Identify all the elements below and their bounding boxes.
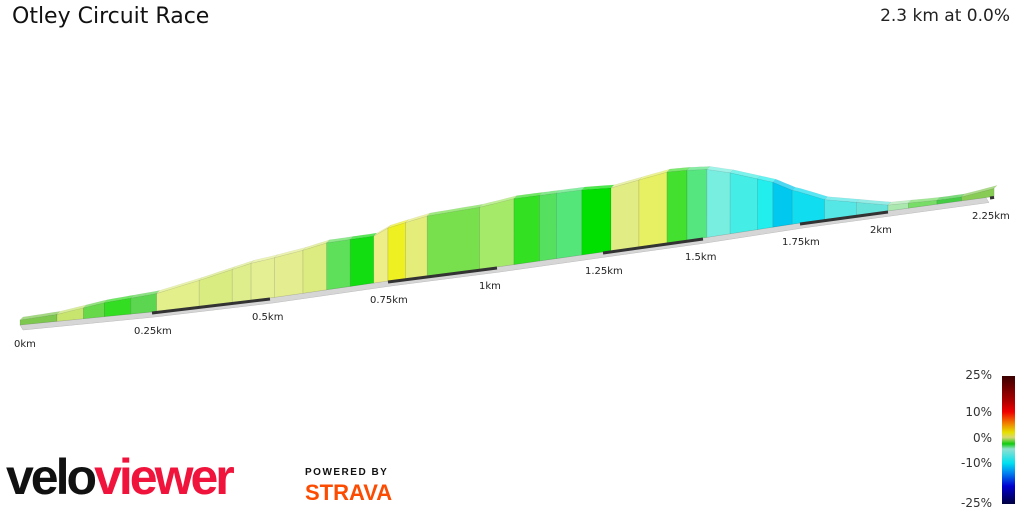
gradient-segment	[302, 242, 327, 294]
segment-top-face	[686, 166, 711, 171]
gradient-segment	[250, 257, 276, 301]
legend-label: 10%	[965, 405, 992, 419]
gradient-segment	[426, 206, 480, 277]
gradient-segment	[729, 172, 758, 235]
gradient-segment	[513, 195, 540, 265]
page-title: Otley Circuit Race	[12, 4, 210, 29]
gradient-segment	[349, 235, 375, 287]
x-tick-label: 0.25km	[134, 326, 172, 337]
legend-label: 25%	[965, 368, 992, 382]
route-summary: 2.3 km at 0.0%	[880, 6, 1010, 26]
gradient-segment	[706, 169, 731, 238]
gradient-segment	[104, 297, 132, 318]
gradient-segment	[326, 239, 351, 291]
gradient-segment	[610, 179, 640, 252]
gradient-color-scale	[1002, 376, 1015, 504]
gradient-segment	[556, 189, 583, 259]
x-tick-label: 1.75km	[782, 237, 820, 248]
gradient-segment	[756, 178, 774, 230]
gradient-segment	[638, 171, 668, 248]
x-tick-label: 0.75km	[370, 295, 408, 306]
x-tick-label: 1.25km	[585, 266, 623, 277]
x-tick-label: 0km	[14, 339, 36, 350]
x-tick-label: 2.25km	[972, 211, 1010, 222]
gradient-segment	[581, 187, 612, 256]
gradient-segment	[405, 215, 428, 280]
gradient-segment	[686, 169, 708, 241]
distance-marker-bar	[387, 266, 498, 284]
distance-marker-bar	[602, 237, 704, 255]
gradient-segment	[231, 262, 252, 303]
x-tick-label: 1.5km	[685, 252, 716, 263]
strava-logo[interactable]: STRAVA	[305, 480, 393, 505]
x-tick-label: 0.5km	[252, 312, 283, 323]
legend-label: -10%	[960, 456, 992, 470]
legend-label: 0%	[972, 431, 992, 445]
distance-marker-bar	[799, 210, 889, 226]
x-tick-label: 2km	[870, 225, 892, 236]
distance-marker-bar	[151, 297, 271, 315]
gradient-segment	[274, 249, 304, 298]
gradient-legend: 25% 10% 0% -10% -25%	[960, 368, 1024, 512]
veloviewer-logo[interactable]: veloviewer	[6, 449, 235, 505]
gradient-segment	[479, 198, 515, 270]
elevation-profile-chart: 0km 0.25km 0.5km 0.75km 1km 1.25km 1.5km 1.75km…	[14, 166, 1010, 350]
legend-label: -25%	[960, 496, 992, 510]
gradient-segment	[666, 169, 688, 244]
powered-by-label: POWERED BY	[305, 467, 389, 478]
gradient-segment	[373, 227, 389, 284]
x-tick-label: 1km	[479, 281, 501, 292]
segment-top-face	[960, 184, 998, 198]
gradient-segment	[387, 222, 406, 282]
distance-marker-bar	[989, 195, 995, 200]
gradient-segment	[539, 192, 557, 262]
gradient-segment	[908, 199, 938, 209]
